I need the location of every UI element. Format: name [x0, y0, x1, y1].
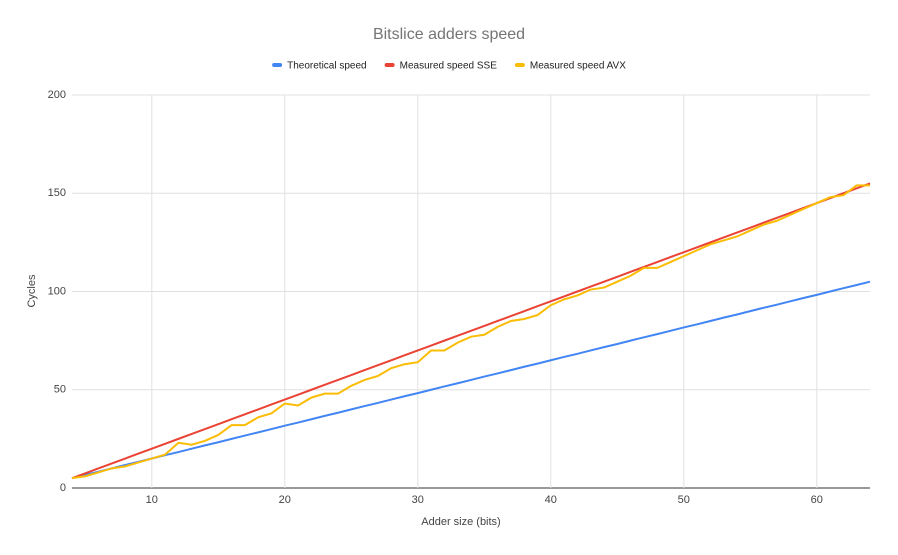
x-tick-label: 40 — [545, 494, 557, 506]
series-line — [71, 182, 871, 480]
y-axis-label: Cycles — [26, 274, 38, 308]
legend-label: Theoretical speed — [287, 61, 367, 72]
legend-label: Measured speed SSE — [400, 61, 498, 72]
x-axis-label: Adder size (bits) — [421, 516, 500, 528]
x-tick-label: 20 — [279, 494, 291, 506]
legend: Theoretical speed Measured speed SSE Measu… — [272, 61, 626, 72]
legend-swatch — [272, 63, 283, 67]
y-tick-label: 200 — [48, 89, 66, 101]
series-line — [71, 280, 871, 480]
legend-swatch — [514, 63, 525, 67]
chart-title: Bitslice adders speed — [373, 26, 525, 43]
x-tick-label: 30 — [412, 494, 424, 506]
y-tick-label: 150 — [48, 187, 66, 199]
legend-swatch — [384, 63, 395, 67]
x-tick-label: 10 — [146, 494, 158, 506]
y-tick-label: 0 — [60, 482, 66, 494]
y-tick-label: 50 — [54, 384, 66, 396]
y-tick-label: 100 — [48, 285, 66, 297]
x-tick-label: 50 — [678, 494, 690, 506]
x-tick-label: 60 — [811, 494, 823, 506]
legend-label: Measured speed AVX — [530, 61, 626, 72]
series-line — [71, 184, 870, 480]
